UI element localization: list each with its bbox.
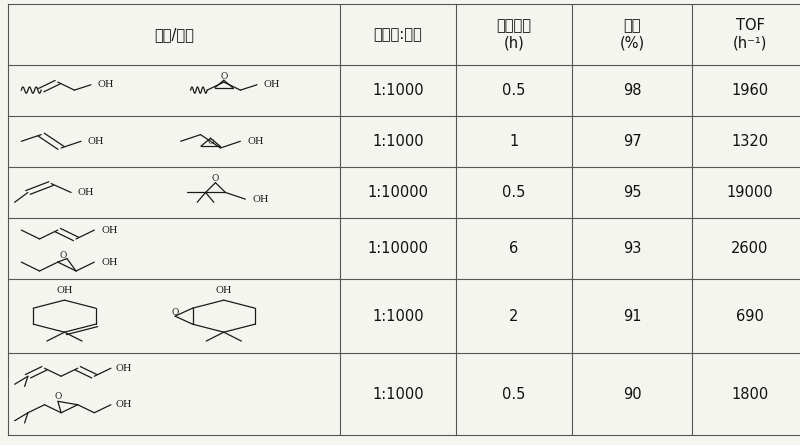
Text: OH: OH	[215, 286, 232, 295]
Text: O: O	[220, 72, 227, 81]
Text: OH: OH	[247, 137, 263, 146]
Text: 690: 690	[736, 309, 764, 324]
Text: 1:1000: 1:1000	[372, 134, 424, 149]
Text: 0.5: 0.5	[502, 83, 526, 97]
Text: O: O	[207, 138, 214, 146]
Text: O: O	[171, 308, 178, 317]
Text: OH: OH	[88, 137, 104, 146]
Text: TOF
(h⁻¹): TOF (h⁻¹)	[733, 18, 767, 51]
Text: 19000: 19000	[726, 185, 774, 200]
Text: 93: 93	[623, 241, 641, 256]
Text: O: O	[60, 251, 67, 260]
Text: O: O	[54, 392, 62, 401]
Text: 底物/产物: 底物/产物	[154, 27, 194, 42]
Text: 1:1000: 1:1000	[372, 309, 424, 324]
Text: 反应时间
(h): 反应时间 (h)	[497, 18, 531, 51]
Text: 1:10000: 1:10000	[367, 185, 429, 200]
Text: 2: 2	[510, 309, 518, 324]
Text: OH: OH	[78, 188, 94, 197]
Text: 1: 1	[510, 134, 518, 149]
Text: 98: 98	[622, 83, 642, 97]
Text: 90: 90	[622, 387, 642, 401]
Text: O: O	[212, 174, 219, 183]
Text: OH: OH	[116, 364, 133, 373]
Text: 1320: 1320	[731, 134, 769, 149]
Text: 95: 95	[622, 185, 642, 200]
Text: 1:1000: 1:1000	[372, 387, 424, 401]
Text: 0.5: 0.5	[502, 387, 526, 401]
Text: 1800: 1800	[731, 387, 769, 401]
Text: 91: 91	[622, 309, 642, 324]
Text: 1:1000: 1:1000	[372, 83, 424, 97]
Text: OH: OH	[101, 226, 118, 235]
Text: 0.5: 0.5	[502, 185, 526, 200]
Text: OH: OH	[98, 80, 114, 89]
Text: 97: 97	[622, 134, 642, 149]
Text: OH: OH	[116, 400, 133, 409]
Text: 1:10000: 1:10000	[367, 241, 429, 256]
Text: 产率
(%): 产率 (%)	[619, 18, 645, 51]
Text: OH: OH	[252, 194, 269, 204]
Text: 催化剂:底物: 催化剂:底物	[374, 27, 422, 42]
Text: 6: 6	[510, 241, 518, 256]
Text: OH: OH	[264, 80, 280, 89]
Text: 2600: 2600	[731, 241, 769, 256]
Text: 1960: 1960	[731, 83, 769, 97]
Text: OH: OH	[101, 258, 118, 267]
Text: OH: OH	[56, 286, 73, 295]
